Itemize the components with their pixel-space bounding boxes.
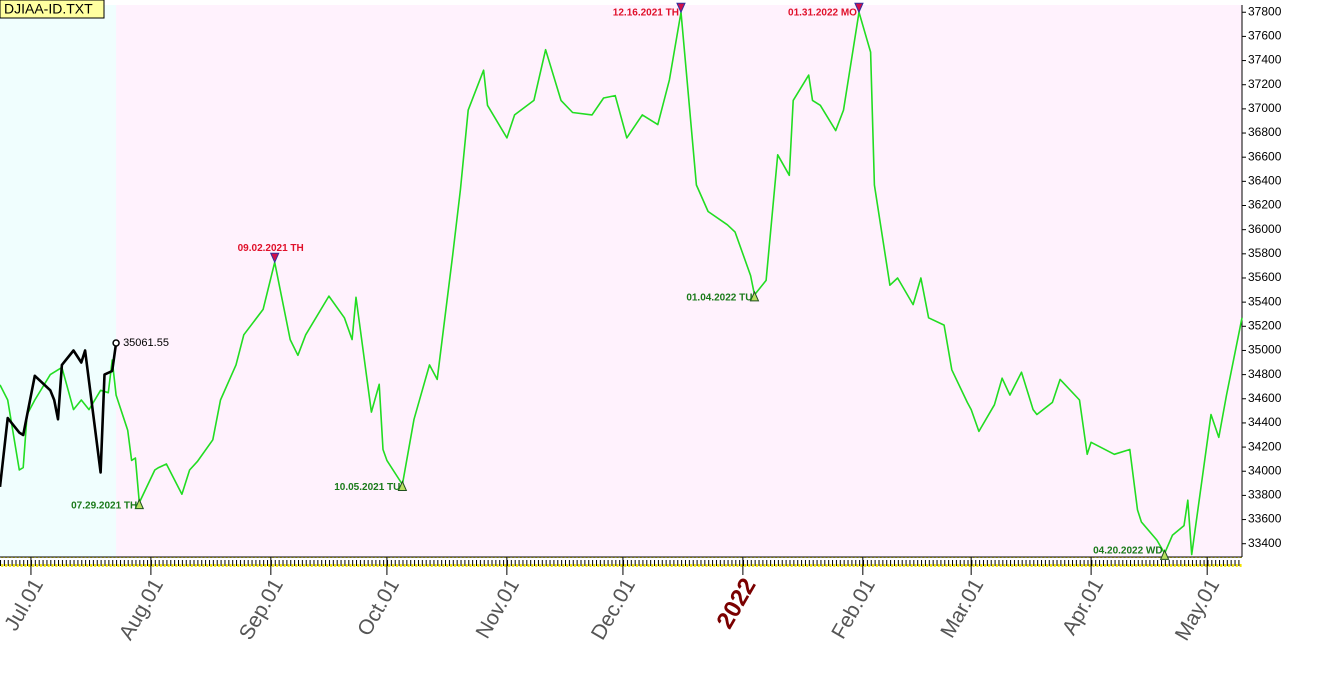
y-tick-label: 36000 bbox=[1248, 222, 1282, 236]
history-background bbox=[0, 5, 117, 557]
turning-point-marker bbox=[269, 252, 280, 264]
chart-title: DJIAA-ID.TXT bbox=[4, 1, 93, 17]
x-tick-label: Nov.01 bbox=[472, 575, 524, 643]
minor-ticks bbox=[0, 557, 1242, 567]
turning-point-label: 01.04.2022 TU bbox=[686, 293, 752, 304]
turning-point-marker bbox=[676, 2, 686, 14]
y-tick-label: 35000 bbox=[1248, 343, 1282, 357]
y-tick-label: 35600 bbox=[1248, 270, 1282, 284]
title-box bbox=[0, 0, 105, 19]
turning-point-label: 09.02.2021 TH bbox=[238, 243, 304, 254]
x-tick-label: Sep.01 bbox=[235, 575, 288, 644]
turning-point-label: 07.29.2021 TH bbox=[71, 500, 137, 511]
x-tick-label: Oct.01 bbox=[353, 575, 404, 640]
x-tick-label: Apr.01 bbox=[1058, 575, 1108, 639]
x-tick-label: Jul.01 bbox=[0, 575, 48, 635]
turning-point-marker bbox=[397, 480, 408, 492]
x-tick-label: May.01 bbox=[1171, 575, 1225, 645]
y-tick-label: 37800 bbox=[1248, 4, 1282, 18]
y-tick-label: 36800 bbox=[1248, 125, 1282, 139]
y-tick-label: 34600 bbox=[1248, 391, 1282, 405]
y-tick-label: 35200 bbox=[1248, 318, 1282, 332]
x-tick-label: Aug.01 bbox=[115, 575, 168, 644]
y-tick-label: 37000 bbox=[1248, 101, 1282, 115]
last-point bbox=[112, 339, 120, 347]
y-tick-label: 35400 bbox=[1248, 294, 1282, 308]
turning-point-label: 04.20.2022 WD bbox=[1093, 546, 1163, 557]
y-tick-label: 33800 bbox=[1248, 488, 1282, 502]
turning-point-marker bbox=[749, 290, 760, 302]
y-tick-label: 35800 bbox=[1248, 246, 1282, 260]
last-value-label: 35061.55 bbox=[123, 337, 169, 349]
y-tick-label: 33400 bbox=[1248, 536, 1282, 550]
x-tick-label: Dec.01 bbox=[587, 575, 640, 644]
x-tick-label: 2022 bbox=[711, 574, 761, 634]
y-tick-label: 34200 bbox=[1248, 439, 1282, 453]
y-tick-label: 34400 bbox=[1248, 415, 1282, 429]
y-tick-label: 36200 bbox=[1248, 198, 1282, 212]
y-tick-label: 37400 bbox=[1248, 53, 1282, 67]
turning-point-marker bbox=[854, 2, 864, 14]
turning-point-marker bbox=[134, 498, 145, 510]
y-tick-label: 36400 bbox=[1248, 174, 1282, 188]
y-tick-label: 34800 bbox=[1248, 367, 1282, 381]
x-tick-label: Mar.01 bbox=[936, 575, 988, 642]
y-tick-label: 34000 bbox=[1248, 463, 1282, 477]
y-tick-label: 37600 bbox=[1248, 29, 1282, 43]
series-line bbox=[0, 342, 118, 488]
turning-point-label: 01.31.2022 MO bbox=[788, 8, 857, 19]
y-tick-label: 37200 bbox=[1248, 77, 1282, 91]
y-tick-label: 36600 bbox=[1248, 149, 1282, 163]
plot-background bbox=[0, 5, 1242, 557]
x-tick-label: Feb.01 bbox=[827, 575, 880, 643]
series-line bbox=[0, 11, 1243, 556]
turning-point-label: 10.05.2021 TU bbox=[334, 482, 400, 493]
turning-point-label: 12.16.2021 TH bbox=[613, 8, 679, 19]
y-tick-label: 33600 bbox=[1248, 512, 1282, 526]
turning-point-marker bbox=[1159, 549, 1170, 560]
